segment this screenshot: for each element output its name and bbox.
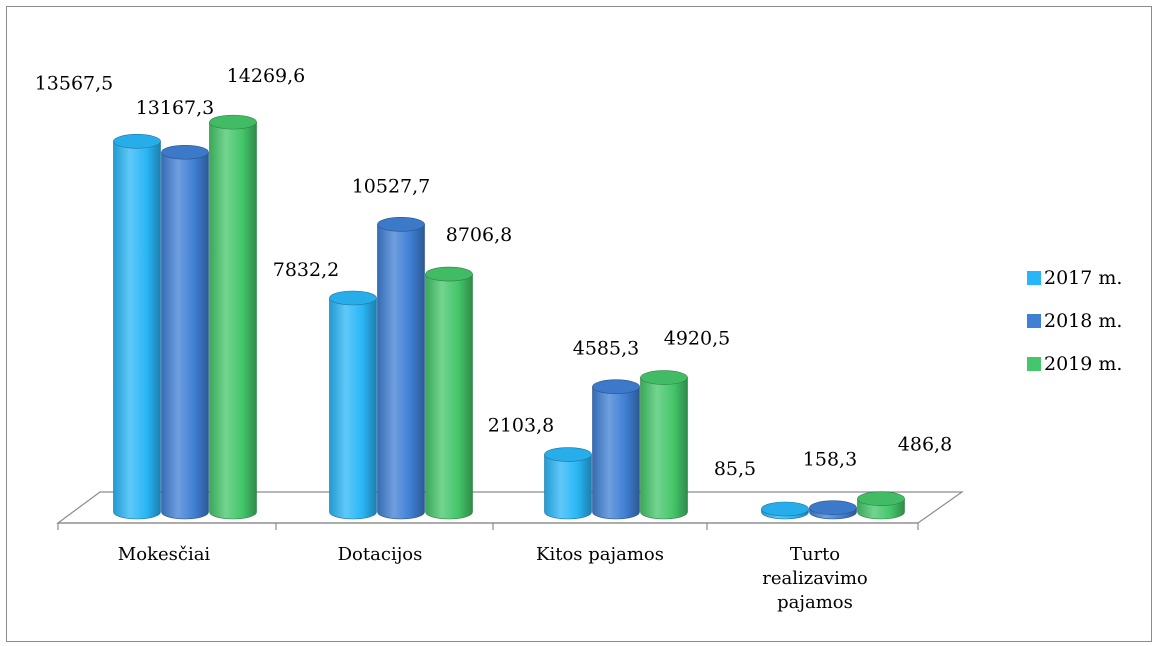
legend-swatch <box>1027 357 1041 371</box>
data-label: 4585,3 <box>573 338 639 360</box>
data-labels: 13567,5 13167,3 14269,6 7832,2 10527,7 8706,8… <box>35 65 952 480</box>
category-labels: Mokesčiai Dotacijos Kitos pajamos Turto real… <box>118 544 868 613</box>
bar-0-1 <box>329 290 377 520</box>
category-label: realizavimo <box>762 568 868 589</box>
bar-2-0 <box>209 114 257 520</box>
legend-entry: 2017 m. <box>1044 267 1122 289</box>
legend-entry: 2018 m. <box>1044 310 1122 332</box>
category-label: Kitos pajamos <box>536 544 664 565</box>
data-label: 4920,5 <box>664 328 730 350</box>
bar-0-0 <box>113 134 161 520</box>
bar-0-3 <box>761 501 809 520</box>
data-label: 10527,7 <box>352 175 431 197</box>
data-label: 14269,6 <box>227 65 306 87</box>
category-label: Mokesčiai <box>118 544 211 565</box>
category-label: pajamos <box>777 592 853 613</box>
bar-0-2 <box>544 447 592 520</box>
bar-1-0 <box>161 144 209 520</box>
data-label: 85,5 <box>714 458 756 480</box>
category-label: Dotacijos <box>338 544 423 565</box>
legend-swatch <box>1027 271 1041 285</box>
bar-2-1 <box>425 266 473 520</box>
bars <box>113 114 905 520</box>
bar-1-1 <box>377 217 425 520</box>
bar-2-3 <box>857 491 905 520</box>
data-label: 2103,8 <box>488 415 554 437</box>
data-label: 8706,8 <box>446 224 512 246</box>
data-label: 13567,5 <box>35 72 114 94</box>
chart-floor <box>56 491 964 530</box>
data-label: 158,3 <box>803 449 857 471</box>
bar-2-2 <box>640 370 688 520</box>
data-label: 13167,3 <box>136 97 215 119</box>
data-label: 7832,2 <box>273 259 339 281</box>
data-label: 486,8 <box>898 434 952 456</box>
category-label: Turto <box>790 544 840 565</box>
bar-1-3 <box>809 500 857 520</box>
bar-1-2 <box>592 379 640 520</box>
legend: 2017 m. 2018 m. 2019 m. <box>1027 267 1122 375</box>
legend-entry: 2019 m. <box>1044 353 1122 375</box>
legend-swatch <box>1027 314 1041 328</box>
